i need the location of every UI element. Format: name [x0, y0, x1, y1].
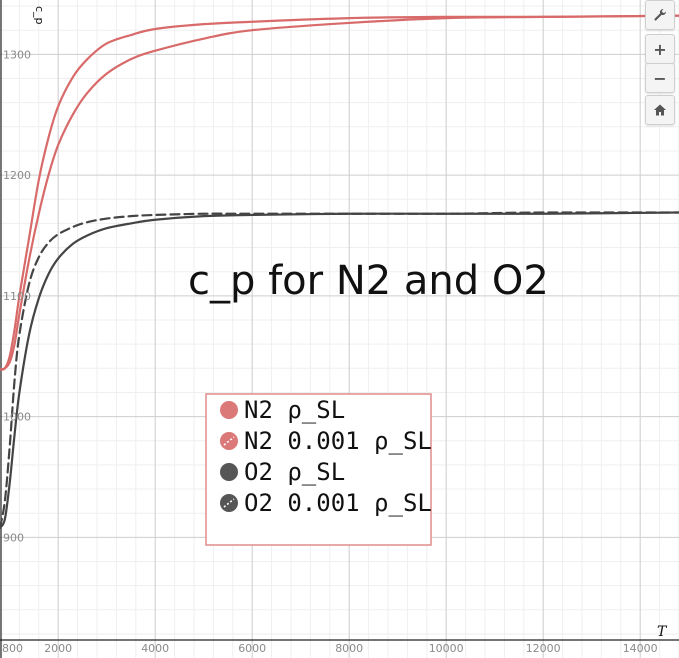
y-tick-label: 1100 [3, 290, 31, 303]
series-line-4 [0, 211, 679, 529]
legend: N2 ρ_SL N2 0.001 ρ_SL O2 ρ_SL O2 0.001 ρ_SL [205, 393, 432, 546]
x-axis-label: T [657, 624, 668, 640]
wrench-glyph [654, 9, 666, 21]
wrench-icon[interactable] [645, 0, 675, 30]
x-tick-label: 14000 [623, 642, 658, 655]
series-layer [0, 14, 679, 529]
x-tick-label: 800 [2, 642, 23, 655]
y-tick-label: 1300 [3, 48, 31, 61]
legend-label: O2 0.001 ρ_SL [244, 489, 432, 517]
legend-marker [220, 401, 238, 419]
y-tick-label: 900 [3, 531, 24, 544]
x-tick-label: 6000 [238, 642, 266, 655]
y-tick-label: 1200 [3, 169, 31, 182]
home-icon[interactable] [645, 95, 675, 125]
x-tick-label: 10000 [429, 642, 464, 655]
legend-item: O2 ρ_SL [220, 458, 345, 486]
legend-item: O2 0.001 ρ_SL [220, 489, 432, 517]
zoom-out-button[interactable]: − [645, 63, 675, 93]
legend-label: N2 0.001 ρ_SL [244, 427, 432, 455]
x-tick-label: 8000 [335, 642, 363, 655]
tick-labels: 800 2000 4000 6000 8000 10000 12000 14000 900 100… [2, 48, 658, 655]
y-tick-label: 1000 [3, 411, 31, 424]
legend-item: N2 0.001 ρ_SL [220, 427, 432, 455]
x-tick-label: 2000 [44, 642, 72, 655]
home-glyph [654, 104, 666, 116]
legend-item: N2 ρ_SL [220, 396, 345, 424]
x-tick-label: 12000 [526, 642, 561, 655]
legend-items: N2 ρ_SL N2 0.001 ρ_SL O2 ρ_SL O2 0.001 ρ_SL [220, 396, 432, 517]
x-tick-label: 4000 [141, 642, 169, 655]
series-line-1 [0, 14, 679, 371]
legend-marker [220, 463, 238, 481]
legend-label: O2 ρ_SL [244, 458, 345, 486]
series-line-2 [0, 14, 679, 371]
legend-box [205, 393, 432, 546]
legend-label: N2 ρ_SL [244, 396, 345, 424]
legend-marker [220, 432, 238, 450]
y-axis-label: c_p [33, 6, 46, 25]
zoom-in-button[interactable]: + [645, 34, 675, 64]
legend-marker [220, 494, 238, 512]
chart-title: c_p for N2 and O2 [188, 258, 549, 304]
